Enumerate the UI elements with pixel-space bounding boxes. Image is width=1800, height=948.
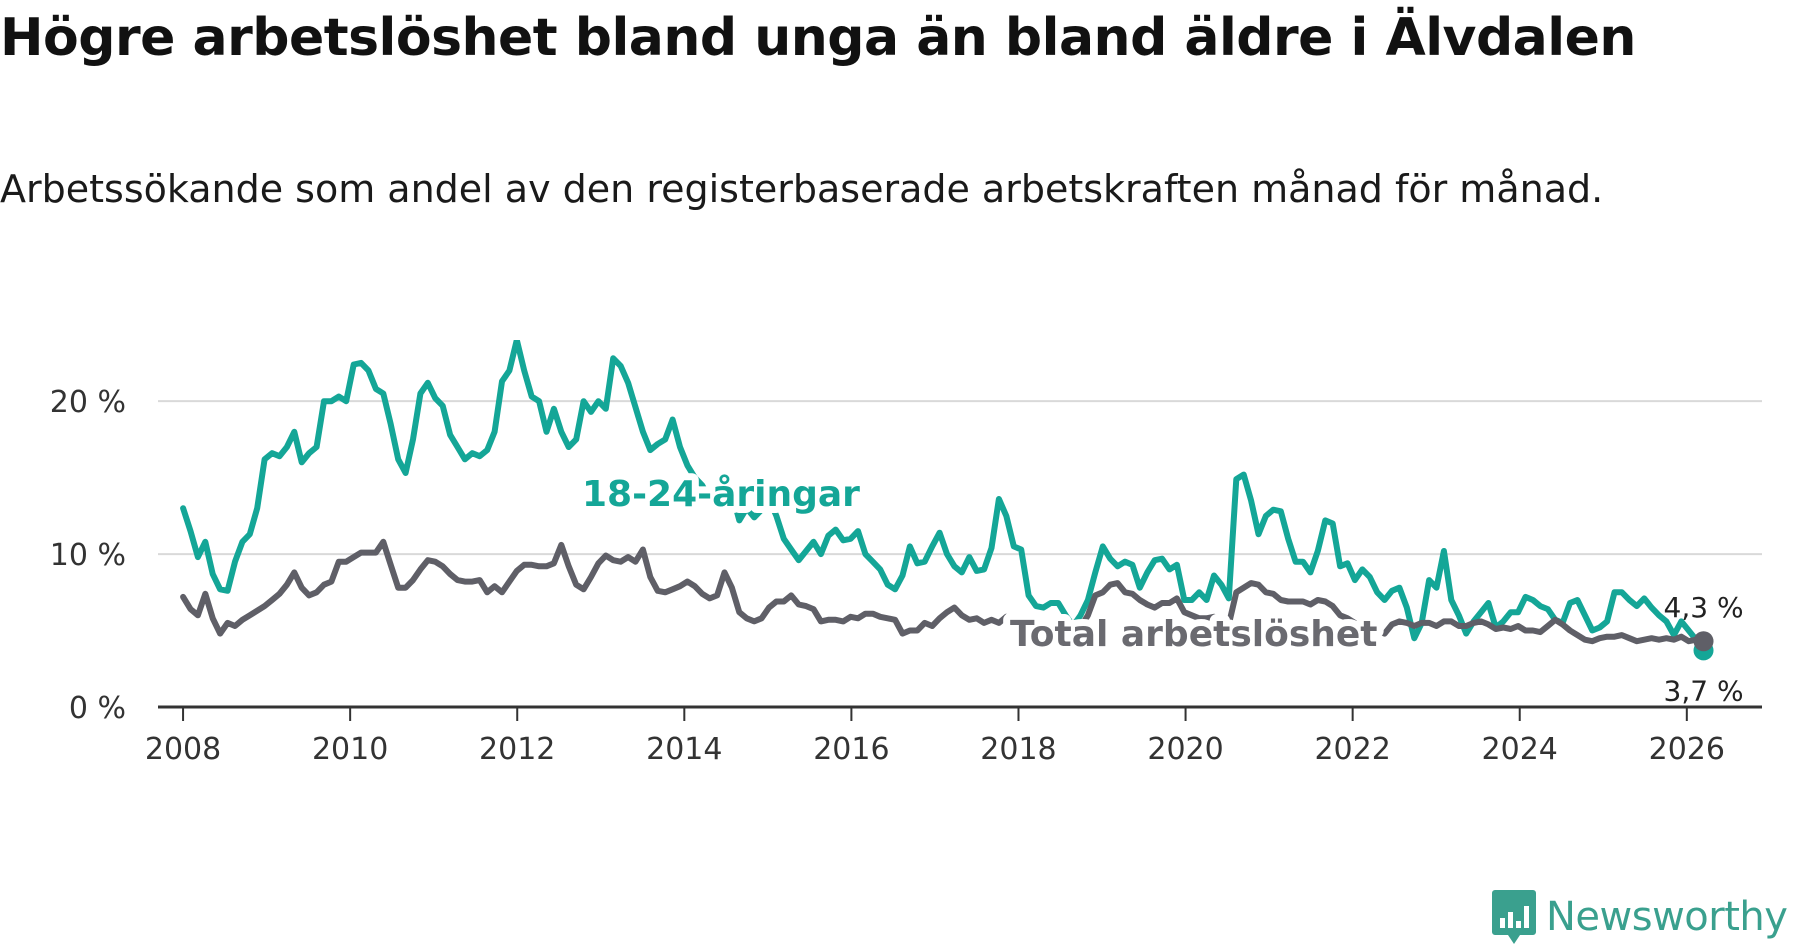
x-tick-label: 2008 — [145, 732, 221, 760]
total-line — [180, 538, 1707, 645]
chart-title: Högre arbetslöshet bland unga än bland ä… — [0, 8, 1636, 68]
y-tick-label: 0 % — [69, 691, 126, 726]
x-tick-label: 2018 — [980, 732, 1056, 760]
youth-series-label: 18-24-åringar — [582, 474, 860, 515]
x-tick-label: 2014 — [646, 732, 722, 760]
total-series-label-halo: Total arbetslöshet — [1010, 614, 1378, 655]
newsworthy-chart-icon — [1492, 890, 1536, 944]
youth-series-label-halo: 18-24-åringar — [582, 474, 860, 515]
x-tick-label: 2020 — [1147, 732, 1223, 760]
chart-subtitle: Arbetssökande som andel av den registerb… — [0, 167, 1604, 211]
x-tick-label: 2024 — [1482, 732, 1558, 760]
x-tick-label: 2026 — [1649, 732, 1725, 760]
x-tick-label: 2010 — [312, 732, 388, 760]
x-tick-label: 2022 — [1314, 732, 1390, 760]
youth-end-value: 3,7 % — [1664, 674, 1744, 707]
youth-line — [180, 340, 1707, 654]
gridlines — [158, 400, 1762, 556]
brand-name: Newsworthy — [1546, 894, 1788, 940]
x-tick-label: 2012 — [479, 732, 555, 760]
series-lines — [180, 340, 1714, 661]
newsworthy-logo: Newsworthy — [1492, 888, 1788, 946]
total-end-value: 4,3 % — [1664, 591, 1744, 624]
y-axis-ticks: 0 % 10 % 20 % — [50, 385, 126, 726]
x-axis-ticks: 2008 2010 2012 2014 2016 2018 2020 2022 2024 2026 — [145, 707, 1725, 760]
total-series-label: Total arbetslöshet — [1010, 614, 1378, 655]
total-line-end-dot — [1693, 631, 1714, 652]
y-tick-label: 10 % — [50, 538, 126, 573]
y-tick-label: 20 % — [50, 385, 126, 420]
x-tick-label: 2016 — [813, 732, 889, 760]
line-chart: 0 % 10 % 20 % 2008 2010 2012 2014 2016 2018 2020… — [50, 340, 1762, 760]
